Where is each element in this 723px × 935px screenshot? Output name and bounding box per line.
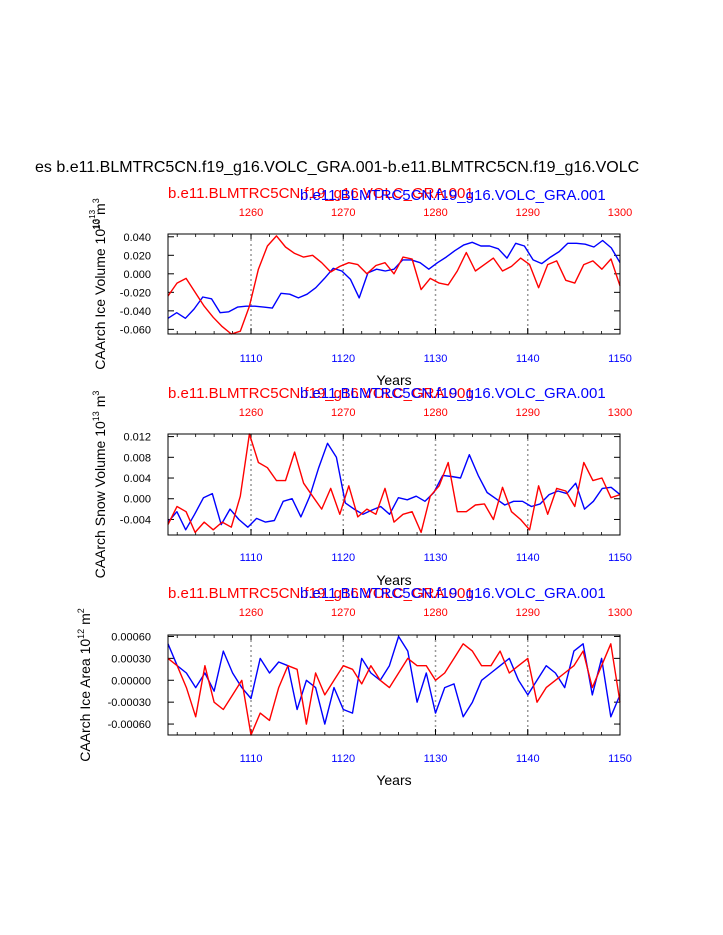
top-axis-tick-label: 1280 (423, 607, 447, 619)
y-axis-tick-label: -0.020 (120, 287, 151, 299)
top-axis-tick-label: 1290 (516, 407, 540, 419)
top-axis-tick-label: 1300 (608, 207, 632, 219)
y-axis-label: CAArch Snow Volume 1013 m3 (91, 391, 108, 579)
bottom-axis-tick-label: 1130 (424, 753, 448, 765)
x-axis-label: Years (376, 372, 411, 388)
y-axis-tick-label: 0.012 (123, 432, 151, 444)
chart-panel-1: b.e11.BLMTRC5CN.f19_g16.VOLC_GRA.001b.e1… (88, 185, 632, 388)
y-axis-tick-label: -0.004 (120, 514, 151, 526)
bottom-axis-tick-label: 1140 (516, 552, 540, 564)
y-axis-label-exp: 13 (91, 411, 101, 421)
series-line-red (167, 235, 621, 335)
y-axis-label-exp: 12 (76, 629, 86, 639)
bottom-axis-tick-label: 1150 (608, 753, 632, 765)
y-axis-label-text: CAArch Snow Volume 10 (92, 421, 108, 578)
y-axis-label-text: CAArch Ice Area 10 (77, 639, 93, 762)
y-axis-label: CAArch Ice Volume 1013 m3 (91, 198, 108, 369)
y-axis-label-unit-exp: 2 (76, 608, 86, 613)
y-axis-tick-label: 0.020 (123, 250, 151, 262)
x-axis-label: Years (376, 772, 411, 788)
top-axis-tick-label: 1280 (423, 407, 447, 419)
y-axis-tick-label: 0.000 (123, 494, 151, 506)
bottom-axis-tick-label: 1110 (240, 753, 263, 765)
y-axis-tick-label: 0.040 (123, 232, 151, 244)
y-axis-label: CAArch Ice Area 1012 m2 (76, 608, 93, 762)
top-axis-tick-label: 1300 (608, 607, 632, 619)
chart-panel-3: b.e11.BLMTRC5CN.f19_g16.VOLC_GRA.001b.e1… (76, 585, 632, 788)
bottom-axis-tick-label: 1140 (516, 353, 540, 365)
chart-panel-2: b.e11.BLMTRC5CN.f19_g16.VOLC_GRA.001b.e1… (91, 385, 632, 588)
top-axis-tick-label: 1270 (331, 607, 355, 619)
panel-title-blue: b.e11.BLMTRC5CN.f19_g16.VOLC_GRA.001 (300, 385, 606, 402)
y-axis-tick-label: -0.00060 (108, 719, 151, 731)
bottom-axis-tick-label: 1120 (331, 353, 355, 365)
panel-title-red: b.e11.BLMTRC5CN.f19_g16.VOLC_GRA.001 (168, 385, 474, 402)
panel-title-red: b.e11.BLMTRC5CN.f19_g16.VOLC_GRA.001 (168, 185, 474, 202)
panels: b.e11.BLMTRC5CN.f19_g16.VOLC_GRA.001b.e1… (76, 185, 632, 788)
y-axis-tick-label: -0.060 (120, 324, 151, 336)
panel-title-red: b.e11.BLMTRC5CN.f19_g16.VOLC_GRA.001 (168, 585, 474, 602)
top-axis-tick-label: 1260 (239, 607, 263, 619)
plot-frame (167, 634, 621, 736)
y-axis-tick-label: 0.000 (123, 269, 151, 281)
y-axis-label-unit: m (92, 396, 108, 412)
bottom-axis-tick-label: 1140 (516, 753, 540, 765)
series-line-red (167, 643, 621, 736)
plot-frame (167, 433, 621, 536)
y-axis-tick-label: -0.00030 (108, 697, 151, 709)
y-axis-label-unit: m (77, 613, 93, 629)
top-axis-tick-label: 1270 (331, 207, 355, 219)
bottom-axis-tick-label: 1150 (608, 353, 632, 365)
y-axis-tick-label: 0.004 (123, 473, 151, 485)
y-axis-label-exp: 13 (91, 219, 101, 229)
bottom-axis-tick-label: 1120 (331, 552, 355, 564)
x-axis-label: Years (376, 572, 411, 588)
bottom-axis-tick-label: 1130 (424, 353, 448, 365)
bottom-axis-tick-label: 1150 (608, 552, 632, 564)
plot-frame (167, 233, 621, 335)
bottom-axis-tick-label: 1130 (424, 552, 448, 564)
y-axis-tick-label: 0.00060 (111, 631, 151, 643)
series-line-blue (167, 442, 621, 531)
panel-title-blue: b.e11.BLMTRC5CN.f19_g16.VOLC_GRA.001 (300, 585, 606, 602)
series-line-red (167, 433, 621, 534)
y-exponent-label: 1013 (88, 209, 103, 230)
y-axis-tick-label: -0.040 (120, 306, 151, 318)
top-axis-tick-label: 1280 (423, 207, 447, 219)
y-axis-label-unit: m (92, 203, 108, 219)
top-axis-tick-label: 1290 (516, 207, 540, 219)
top-axis-tick-label: 1260 (239, 407, 263, 419)
y-axis-tick-label: 0.008 (123, 452, 151, 464)
top-axis-tick-label: 1300 (608, 407, 632, 419)
y-axis-label-unit-exp: 3 (91, 198, 101, 203)
top-axis-tick-label: 1290 (516, 607, 540, 619)
top-axis-tick-label: 1260 (239, 207, 263, 219)
bottom-axis-tick-label: 1120 (331, 753, 355, 765)
y-axis-label-text: CAArch Ice Volume 10 (92, 229, 108, 370)
series-line-blue (167, 239, 621, 319)
bottom-axis-tick-label: 1110 (240, 353, 263, 365)
top-axis-tick-label: 1270 (331, 407, 355, 419)
y-axis-tick-label: 0.00000 (111, 675, 151, 687)
y-axis-label-unit-exp: 3 (91, 391, 101, 396)
panel-title-blue: b.e11.BLMTRC5CN.f19_g16.VOLC_GRA.001 (300, 187, 606, 204)
bottom-axis-tick-label: 1110 (240, 552, 263, 564)
figure-suptitle: es b.e11.BLMTRC5CN.f19_g16.VOLC_GRA.001-… (35, 159, 639, 176)
y-axis-tick-label: 0.00030 (111, 653, 151, 665)
